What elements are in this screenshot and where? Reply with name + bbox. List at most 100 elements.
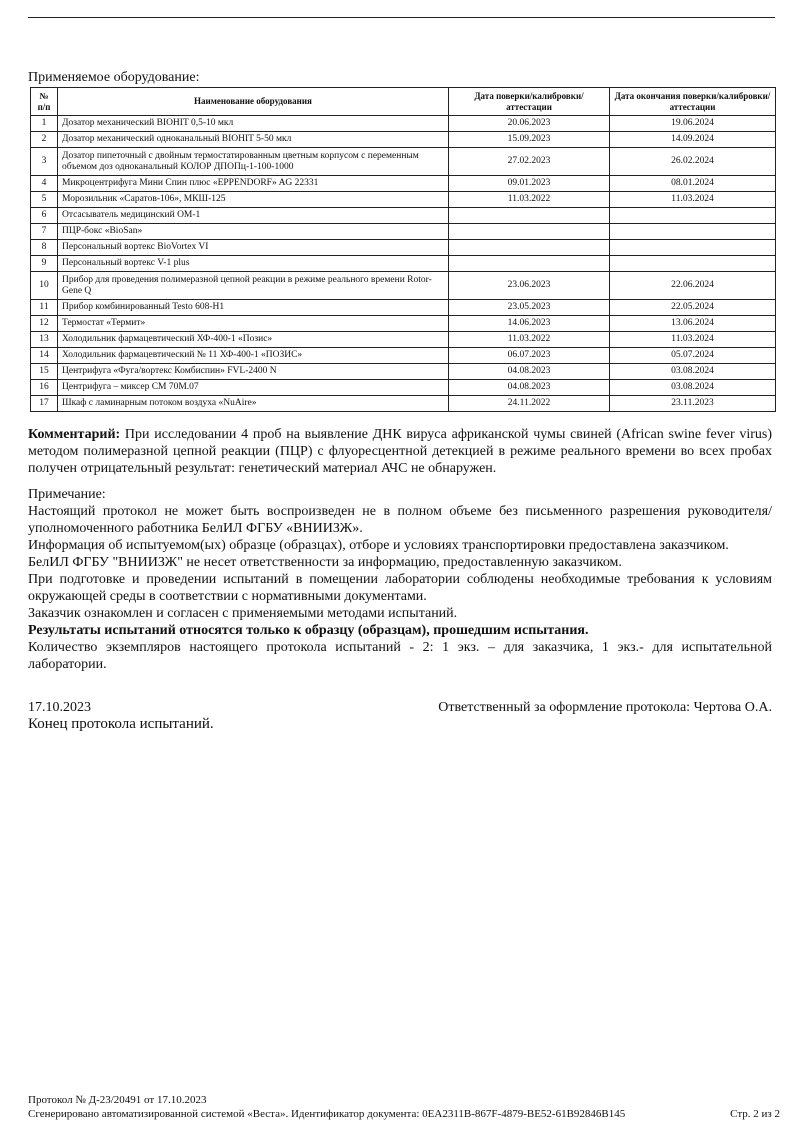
table-row: 1 Дозатор механический BIOHIT 0,5-10 мкл 2… bbox=[30, 115, 776, 132]
row-number: 14 bbox=[30, 347, 58, 364]
row-number: 4 bbox=[30, 175, 58, 192]
calibration-date: 06.07.2023 bbox=[448, 347, 610, 364]
note-line: Информация об испытуемом(ых) образце (об… bbox=[28, 538, 729, 570]
calibration-date bbox=[448, 207, 610, 224]
end-text: Конец протокола испытаний. bbox=[28, 716, 214, 732]
calibration-end-date: 22.05.2024 bbox=[609, 299, 776, 316]
row-number: 17 bbox=[30, 395, 58, 412]
table-row: 10 Прибор для проведения полимеразной цеп… bbox=[30, 271, 776, 300]
signature-line: 17.10.2023 Ответственный за оформление п… bbox=[28, 699, 772, 716]
calibration-end-date: 03.08.2024 bbox=[609, 363, 776, 380]
calibration-date bbox=[448, 255, 610, 272]
col-name: Наименование оборудования bbox=[57, 87, 449, 116]
row-number: 8 bbox=[30, 239, 58, 256]
table-row: 3 Дозатор пипеточный с двойным термостати… bbox=[30, 147, 776, 176]
calibration-date: 11.03.2022 bbox=[448, 331, 610, 348]
table-row: 11 Прибор комбинированный Testo 608-H1 23.… bbox=[30, 299, 776, 316]
table-row: 5 Морозильник «Саратов-106», МКШ-125 11.03… bbox=[30, 191, 776, 208]
calibration-end-date: 13.06.2024 bbox=[609, 315, 776, 332]
calibration-date: 04.08.2023 bbox=[448, 379, 610, 396]
calibration-end-date: 26.02.2024 bbox=[609, 147, 776, 176]
calibration-date: 27.02.2023 bbox=[448, 147, 610, 176]
comment-label: Комментарий: bbox=[28, 427, 121, 442]
calibration-date bbox=[448, 223, 610, 240]
calibration-end-date: 11.03.2024 bbox=[609, 191, 776, 208]
equipment-caption: Применяемое оборудование: bbox=[28, 70, 200, 85]
equipment-name: Дозатор механический BIOHIT 0,5-10 мкл bbox=[57, 115, 449, 132]
calibration-date: 23.05.2023 bbox=[448, 299, 610, 316]
equipment-name: Дозатор механический одноканальный BIOHI… bbox=[57, 131, 449, 148]
row-number: 15 bbox=[30, 363, 58, 380]
col-date: Дата поверки/калибровки/аттестации bbox=[448, 87, 610, 116]
calibration-date: 23.06.2023 bbox=[448, 271, 610, 300]
equipment-name: Дозатор пипеточный с двойным термостатир… bbox=[57, 147, 449, 176]
calibration-end-date: 14.09.2024 bbox=[609, 131, 776, 148]
calibration-date: 20.06.2023 bbox=[448, 115, 610, 132]
table-row: 9 Персональный вортекс V-1 plus bbox=[30, 255, 776, 272]
col-end-date: Дата окончания поверки/калибровки/аттест… bbox=[609, 87, 776, 116]
calibration-date: 11.03.2022 bbox=[448, 191, 610, 208]
table-row: 17 Шкаф с ламинарным потоком воздуха «NuA… bbox=[30, 395, 776, 412]
table-row: 6 Отсасыватель медицинский ОМ-1 bbox=[30, 207, 776, 224]
calibration-end-date: 05.07.2024 bbox=[609, 347, 776, 364]
calibration-end-date bbox=[609, 255, 776, 272]
comment-text: При исследовании 4 проб на выявление ДНК… bbox=[28, 427, 772, 476]
row-number: 2 bbox=[30, 131, 58, 148]
calibration-date bbox=[448, 239, 610, 256]
calibration-date: 04.08.2023 bbox=[448, 363, 610, 380]
col-number: № п/п bbox=[30, 87, 58, 116]
equipment-name: Центрифуга «Фуга/вортекс Комбиспин» FVL-… bbox=[57, 363, 449, 380]
equipment-name: Центрифуга – миксер СМ 70М.07 bbox=[57, 379, 449, 396]
equipment-name: Отсасыватель медицинский ОМ-1 bbox=[57, 207, 449, 224]
equipment-name: Шкаф с ламинарным потоком воздуха «NuAir… bbox=[57, 395, 449, 412]
calibration-date: 24.11.2022 bbox=[448, 395, 610, 412]
table-row: 8 Персональный вортекс BioVortex VI bbox=[30, 239, 776, 256]
note-line: Заказчик ознакомлен и согласен с применя… bbox=[28, 606, 458, 621]
table-row: 7 ПЦР-бокс «BioSan» bbox=[30, 223, 776, 240]
row-number: 10 bbox=[30, 271, 58, 300]
calibration-end-date: 23.11.2023 bbox=[609, 395, 776, 412]
row-number: 7 bbox=[30, 223, 58, 240]
equipment-name: Персональный вортекс V-1 plus bbox=[57, 255, 449, 272]
calibration-end-date: 19.06.2024 bbox=[609, 115, 776, 132]
calibration-end-date: 03.08.2024 bbox=[609, 379, 776, 396]
note-bold: Результаты испытаний относятся только к … bbox=[28, 623, 589, 638]
comment: Комментарий: При исследовании 4 проб на … bbox=[28, 426, 772, 477]
equipment-name: Персональный вортекс BioVortex VI bbox=[57, 239, 449, 256]
table-row: 14 Холодильник фармацевтический № 11 ХФ-4… bbox=[30, 347, 776, 364]
calibration-end-date bbox=[609, 223, 776, 240]
row-number: 6 bbox=[30, 207, 58, 224]
calibration-end-date: 22.06.2024 bbox=[609, 271, 776, 300]
calibration-end-date: 08.01.2024 bbox=[609, 175, 776, 192]
table-row: 2 Дозатор механический одноканальный BIOH… bbox=[30, 131, 776, 148]
footer-protocol: Протокол № Д-23/20491 от 17.10.2023 bbox=[28, 1094, 207, 1106]
table-row: 13 Холодильник фармацевтический ХФ-400-1 … bbox=[30, 331, 776, 348]
row-number: 3 bbox=[30, 147, 58, 176]
protocol-date: 17.10.2023 bbox=[28, 700, 91, 715]
calibration-end-date: 11.03.2024 bbox=[609, 331, 776, 348]
footer-generated: Сгенерировано автоматизированной системо… bbox=[28, 1108, 626, 1120]
equipment-name: Прибор для проведения полимеразной цепно… bbox=[57, 271, 449, 300]
equipment-name: Прибор комбинированный Testo 608-H1 bbox=[57, 299, 449, 316]
note-line: При подготовке и проведении испытаний в … bbox=[28, 572, 772, 604]
note-section: Примечание: Настоящий протокол не может … bbox=[28, 486, 772, 673]
equipment-name: Морозильник «Саратов-106», МКШ-125 bbox=[57, 191, 449, 208]
note-title: Примечание: bbox=[28, 487, 106, 502]
calibration-date: 15.09.2023 bbox=[448, 131, 610, 148]
table-header: № п/п Наименование оборудования Дата пов… bbox=[30, 87, 776, 116]
table-row: 16 Центрифуга – миксер СМ 70М.07 04.08.202… bbox=[30, 379, 776, 396]
responsible: Ответственный за оформление протокола: Ч… bbox=[438, 700, 772, 715]
note-copies: Количество экземпляров настоящего проток… bbox=[28, 640, 772, 672]
equipment-name: ПЦР-бокс «BioSan» bbox=[57, 223, 449, 240]
calibration-end-date bbox=[609, 207, 776, 224]
equipment-table: № п/п Наименование оборудования Дата пов… bbox=[30, 87, 776, 412]
footer-page: Стр. 2 из 2 bbox=[730, 1108, 780, 1120]
row-number: 9 bbox=[30, 255, 58, 272]
equipment-name: Термостат «Термит» bbox=[57, 315, 449, 332]
row-number: 11 bbox=[30, 299, 58, 316]
calibration-date: 09.01.2023 bbox=[448, 175, 610, 192]
equipment-name: Микроцентрифуга Мини Спин плюс «EPPENDOR… bbox=[57, 175, 449, 192]
row-number: 1 bbox=[30, 115, 58, 132]
top-divider bbox=[28, 17, 775, 18]
